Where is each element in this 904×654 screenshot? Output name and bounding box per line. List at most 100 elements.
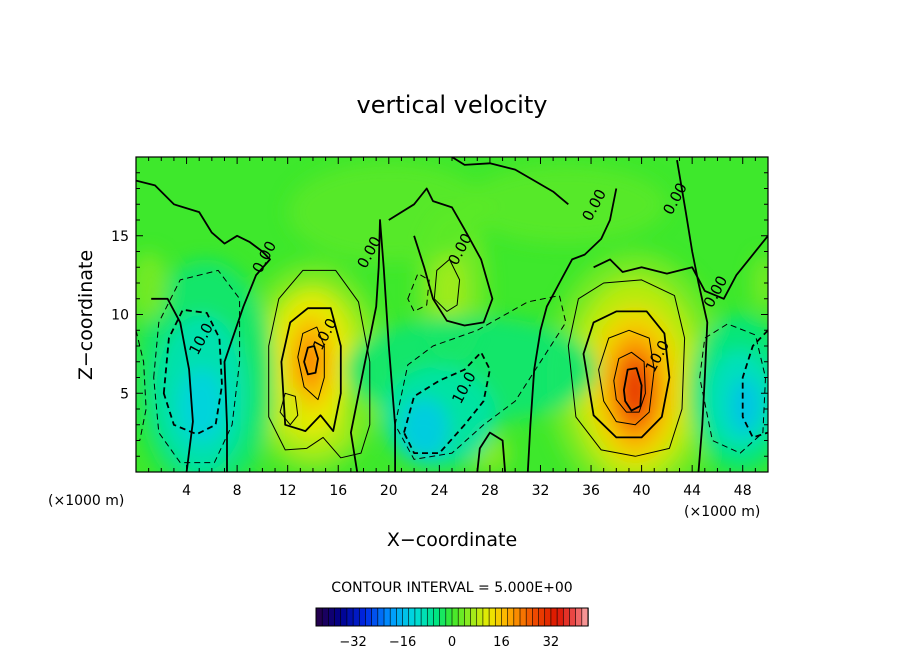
contour-line [279, 392, 299, 426]
x-axis-label: X−coordinate [387, 529, 517, 551]
contour-line-negative [153, 269, 241, 464]
contour-line [280, 307, 342, 432]
contour-lines [136, 157, 768, 472]
x-unit-label: (×1000 m) [48, 493, 124, 509]
x-tick-label: 32 [532, 483, 550, 499]
colorbar-segment [389, 607, 398, 627]
colorbar-segment [482, 607, 490, 627]
x-tick-label: 8 [233, 483, 242, 499]
colorbar-segment [507, 607, 515, 627]
colorbar-segment [562, 607, 571, 627]
chart-title: vertical velocity [357, 91, 548, 119]
colorbar-segment [457, 607, 466, 627]
colorbar-segment [358, 607, 367, 627]
colorbar-segment [426, 607, 435, 627]
colorbar-segment [538, 607, 546, 627]
colorbar-segment [352, 607, 360, 627]
colorbar-segment [581, 607, 589, 627]
y-tick-label: 5 [120, 386, 129, 402]
colorbar-segment [532, 607, 540, 627]
contour-line [476, 431, 506, 472]
contour-line [151, 297, 194, 472]
x-tick-label: 12 [279, 483, 297, 499]
colorbar-segment [575, 607, 583, 627]
colorbar-segment [365, 607, 373, 627]
colorbar-segment [501, 607, 509, 627]
field-blob [287, 161, 490, 263]
colorbar-segment [377, 607, 385, 627]
colorbar-segment [569, 607, 577, 627]
colorbar-segment [383, 607, 391, 627]
colorbar-segment [439, 607, 447, 627]
contour-line-negative [741, 329, 768, 439]
contour-line-negative [407, 273, 430, 312]
colorbar-segment [433, 607, 441, 627]
contour-line-negative [136, 330, 147, 441]
contour-line [623, 367, 643, 412]
colorbar-segment [414, 607, 422, 627]
colorbar-segment [525, 607, 534, 627]
colorbar-frame [315, 607, 589, 627]
colorbar-segment [346, 607, 354, 627]
colorbar: −32 −16 0 16 32 [315, 607, 589, 650]
x-tick-label: 48 [734, 483, 752, 499]
contour-line [303, 345, 319, 376]
field-blob [730, 377, 761, 435]
colorbar-segment [519, 607, 527, 627]
contour-line [433, 258, 461, 312]
x-tick-label: 44 [683, 483, 701, 499]
colorbar-segment [470, 607, 478, 627]
colorbar-segment [371, 607, 379, 627]
contour-line [526, 188, 618, 472]
colorbar-segment [334, 607, 342, 627]
colorbar-segment [408, 607, 416, 627]
colorbar-segment [513, 607, 521, 627]
colorbar-segment [396, 607, 404, 627]
colorbar-tick-label: −16 [389, 635, 416, 650]
contour-line [388, 187, 494, 327]
x-tick-label: 36 [582, 483, 600, 499]
contour-interval-text: CONTOUR INTERVAL = 5.000E+00 [331, 580, 572, 596]
colorbar-tick-label: 16 [493, 635, 510, 650]
colorbar-segment [321, 607, 330, 627]
field-blob [398, 397, 450, 461]
x-tick-label: 16 [329, 483, 347, 499]
field-blob [464, 164, 667, 244]
heatmap-field [136, 157, 768, 472]
colorbar-tick-label: −32 [339, 635, 366, 650]
colorbar-segment [451, 607, 459, 627]
y-axis-label: Z−coordinate [75, 250, 97, 380]
colorbar-segment [476, 607, 484, 627]
colorbar-segment [402, 607, 410, 627]
x-tick-label: 24 [430, 483, 448, 499]
contour-line [350, 219, 396, 472]
x-tick-label: 28 [481, 483, 499, 499]
contour-line [613, 351, 646, 413]
colorbar-segment [464, 607, 472, 627]
colorbar-tick-label: 32 [543, 635, 560, 650]
y-tick-label: 10 [111, 308, 129, 324]
colorbar-segment [556, 607, 564, 627]
colorbar-segment [494, 607, 503, 627]
contour-line [451, 157, 569, 205]
colorbar-segment [328, 607, 336, 627]
contour-line [268, 269, 371, 459]
contour-line [676, 159, 709, 472]
field-blob [751, 254, 768, 312]
colorbar-segment [488, 607, 496, 627]
colorbar-segment [544, 607, 552, 627]
colorbar-segment [550, 607, 558, 627]
colorbar-segment [420, 607, 428, 627]
contour-line-negative [162, 308, 223, 436]
contour-line [567, 279, 686, 457]
y-tick-label: 15 [111, 229, 129, 245]
field-blob [299, 336, 322, 387]
contour-line [136, 179, 271, 472]
z-unit-label: (×1000 m) [684, 504, 760, 520]
field-blob [136, 251, 168, 321]
field-blob [433, 256, 466, 326]
colorbar-segment [445, 607, 453, 627]
contour-line [582, 310, 671, 439]
x-tick-label: 4 [182, 483, 191, 499]
